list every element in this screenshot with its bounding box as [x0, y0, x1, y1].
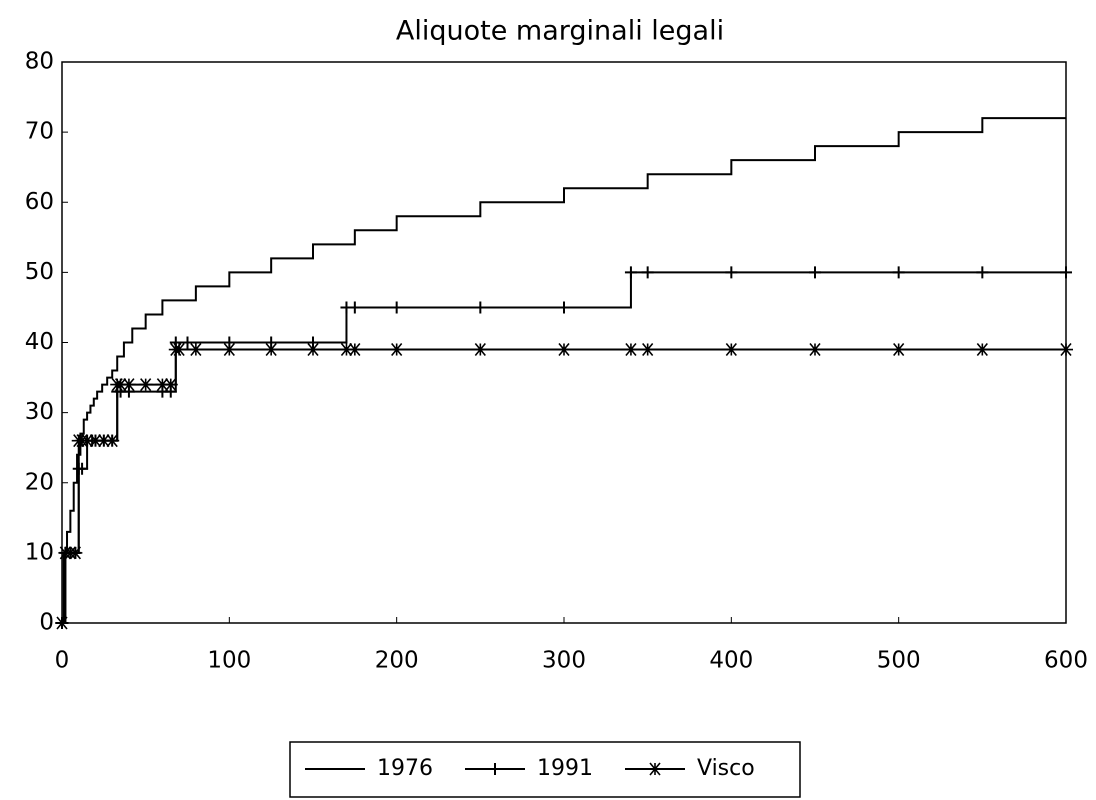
marker-star [339, 343, 354, 357]
y-tick-label: 40 [25, 329, 54, 355]
series-line [62, 117, 1066, 624]
marker-star [88, 434, 103, 448]
marker-star [155, 378, 170, 392]
x-tick-label: 600 [1044, 648, 1088, 674]
chart-title: Aliquote marginali legali [396, 16, 724, 47]
marker-star [347, 343, 362, 357]
x-tick-label: 400 [709, 648, 753, 674]
x-tick-label: 300 [542, 648, 586, 674]
marker-plus [725, 266, 738, 279]
y-tick-label: 80 [25, 49, 54, 75]
marker-plus [1060, 266, 1072, 279]
x-tick-label: 500 [877, 648, 921, 674]
marker-plus [976, 266, 989, 279]
legend-label: 1976 [377, 756, 433, 781]
marker-plus [390, 301, 403, 314]
marker-star [188, 343, 203, 357]
marker-star [113, 378, 128, 392]
marker-star [473, 343, 488, 357]
y-tick-label: 70 [25, 119, 54, 145]
marker-star [891, 343, 906, 357]
legend-box [289, 741, 801, 798]
marker-star [724, 343, 739, 357]
y-tick-label: 0 [39, 610, 54, 636]
marker-plus [474, 301, 487, 314]
marker-plus [489, 763, 501, 775]
marker-star [222, 343, 237, 357]
x-tick-label: 200 [375, 648, 419, 674]
marker-star [96, 434, 111, 448]
marker-star [389, 343, 404, 357]
marker-star [55, 616, 69, 630]
marker-plus [809, 266, 821, 279]
marker-plus [892, 266, 905, 279]
marker-star [163, 378, 178, 392]
y-tick-label: 30 [25, 399, 54, 425]
marker-plus [181, 336, 194, 349]
marker-star [105, 434, 120, 448]
y-tick-label: 10 [25, 539, 54, 565]
x-tick-label: 100 [207, 648, 251, 674]
marker-star [623, 343, 638, 357]
marker-star [68, 546, 83, 560]
marker-star [975, 343, 990, 357]
marker-star [172, 343, 187, 357]
marker-plus [641, 266, 654, 279]
marker-star [640, 343, 655, 357]
marker-star [264, 343, 279, 357]
marker-star [648, 762, 662, 776]
y-tick-label: 60 [25, 189, 54, 215]
series-line [62, 271, 1066, 624]
marker-plus [624, 266, 637, 279]
marker-star [1059, 343, 1073, 357]
marker-star [80, 434, 95, 448]
marker-star [808, 343, 822, 357]
y-tick-label: 50 [25, 259, 54, 285]
x-tick-label: 0 [55, 648, 70, 674]
marker-star [121, 378, 136, 392]
legend-label: Visco [697, 756, 755, 781]
y-tick-label: 20 [25, 469, 54, 495]
marker-star [557, 343, 571, 357]
series-line [62, 348, 1066, 624]
marker-plus [348, 301, 361, 314]
marker-plus [558, 301, 570, 314]
marker-star [138, 378, 153, 392]
marker-star [306, 343, 320, 357]
legend-label: 1991 [537, 756, 593, 781]
